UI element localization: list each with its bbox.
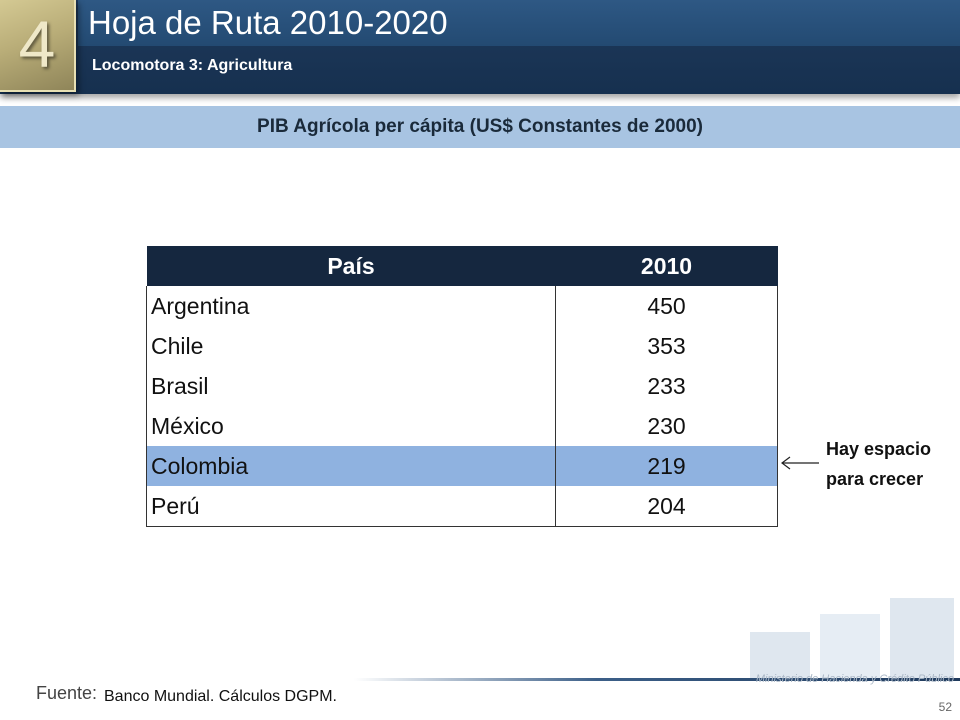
country-cell: Argentina [146,286,556,326]
footer-source-text: Banco Mundial. Cálculos DGPM. [104,688,337,705]
page-number: 52 [938,700,952,714]
growth-note: Hay espacio para crecer [826,434,960,494]
footer-source-label: Fuente: [36,683,98,703]
ministry-name: Ministerio de Hacienda y Crédito Público [755,673,954,685]
table-row: Argentina 450 [146,286,778,326]
ministry-logo-watermark [750,598,954,678]
footer-divider [354,678,960,681]
value-cell: 219 [555,446,778,486]
growth-note-line1: Hay espacio [826,439,932,459]
arrow-left-icon [781,456,819,470]
table-row: Chile 353 [146,326,778,366]
value-cell: 204 [555,486,778,527]
country-cell: Chile [146,326,556,366]
value-cell: 230 [555,406,778,446]
page-title: Hoja de Ruta 2010-2020 [88,4,448,41]
table-row: Brasil 233 [146,366,778,406]
section-number: 4 [18,7,56,81]
country-cell: México [146,406,556,446]
section-number-badge: 4 [0,0,76,92]
column-header-country: País [146,246,556,286]
page-subtitle: Locomotora 3: Agricultura [92,57,293,74]
table-header-row: País 2010 [146,246,778,286]
country-cell: Perú [146,486,556,527]
section-band: PIB Agrícola per cápita (US$ Constantes … [0,106,960,148]
column-header-year: 2010 [555,246,778,286]
value-cell: 233 [555,366,778,406]
value-cell: 353 [555,326,778,366]
table-row-highlighted: Colombia 219 [146,446,778,486]
country-cell: Colombia [146,446,556,486]
gdp-table: País 2010 Argentina 450 Chile 353 Brasil… [146,246,778,527]
table-row: Perú 204 [146,486,778,527]
table-row: México 230 [146,406,778,446]
section-title: PIB Agrícola per cápita (US$ Constantes … [257,116,703,137]
header-top-band [78,0,960,46]
country-cell: Brasil [146,366,556,406]
value-cell: 450 [555,286,778,326]
header-bar: 4 Hoja de Ruta 2010-2020 Locomotora 3: A… [0,0,960,94]
growth-note-line2: para crecer [826,469,924,489]
